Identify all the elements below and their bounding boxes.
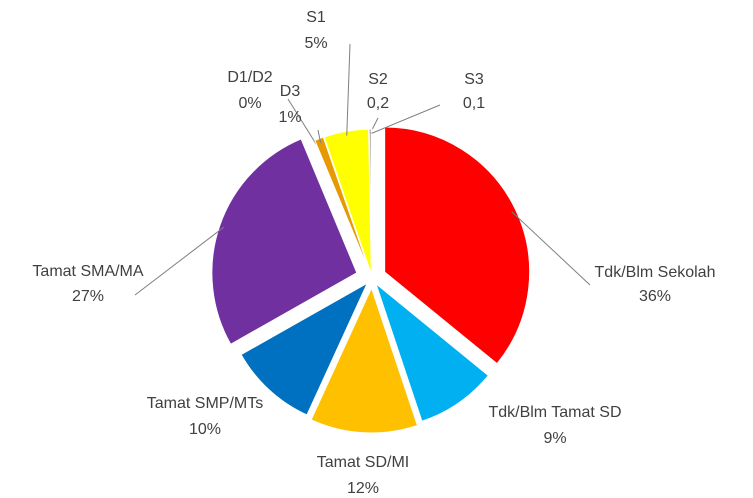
pie-slice: [370, 128, 373, 275]
slice-label: Tamat SD/MI: [317, 454, 409, 471]
leader-line: [371, 104, 441, 134]
slice-value-label: 9%: [543, 430, 566, 447]
slice-label: S3: [464, 71, 484, 88]
slice-value-label: 27%: [72, 288, 104, 305]
pie-slice: [310, 286, 419, 434]
leader-line: [317, 129, 322, 143]
slice-value-label: 10%: [189, 421, 221, 438]
slice-value-label: 0,1: [463, 95, 485, 112]
slice-label: D3: [280, 83, 301, 100]
slice-value-label: 12%: [347, 480, 379, 497]
leader-line: [346, 43, 351, 136]
leader-line: [287, 98, 317, 145]
slice-label: D1/D2: [227, 69, 272, 86]
leader-line: [511, 211, 591, 286]
slice-label: Tdk/Blm Tamat SD: [488, 404, 621, 421]
slice-value-label: 1%: [278, 109, 301, 126]
pie-slice: [240, 281, 369, 416]
pie-slice: [384, 126, 531, 365]
pie-slice: [211, 138, 358, 345]
slice-label: Tamat SMP/MTs: [147, 395, 263, 412]
pie-slice: [374, 282, 490, 422]
pie-slice: [314, 136, 372, 275]
slice-label: S2: [368, 71, 388, 88]
slice-value-label: 0%: [238, 95, 261, 112]
slice-label: Tdk/Blm Sekolah: [595, 264, 716, 281]
slice-value-label: 5%: [304, 35, 327, 52]
pie-slice: [323, 128, 372, 275]
slice-value-label: 36%: [639, 288, 671, 305]
slice-label: S1: [306, 9, 326, 26]
slice-label: Tamat SMA/MA: [32, 263, 143, 280]
leader-line: [134, 226, 225, 296]
slice-value-label: 0,2: [367, 95, 389, 112]
